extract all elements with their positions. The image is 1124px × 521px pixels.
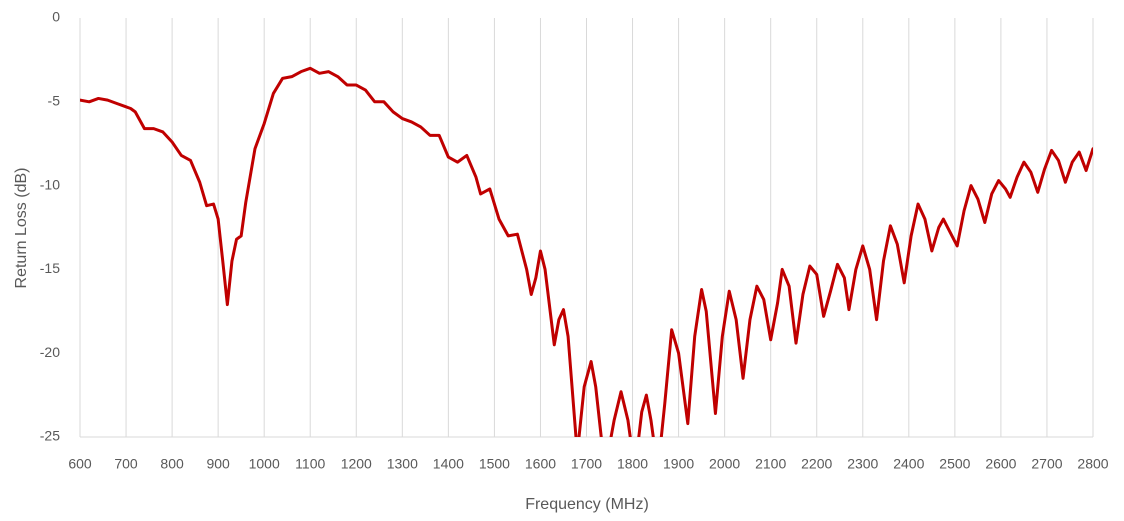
y-tick-label: -15 xyxy=(40,260,60,276)
x-tick-label: 700 xyxy=(114,456,138,472)
x-tick-label: 1000 xyxy=(249,456,280,472)
x-tick-label: 1300 xyxy=(387,456,418,472)
y-axis-title: Return Loss (dB) xyxy=(13,168,30,289)
y-tick-label: -20 xyxy=(40,344,60,360)
data-line xyxy=(80,66,1093,437)
x-tick-label: 2300 xyxy=(847,456,878,472)
x-tick-label: 2000 xyxy=(709,456,740,472)
x-tick-label: 2700 xyxy=(1031,456,1062,472)
x-tick-label: 1200 xyxy=(341,456,372,472)
x-tick-label: 1400 xyxy=(433,456,464,472)
plot-area xyxy=(80,66,1093,437)
x-tick-label: 2800 xyxy=(1077,456,1108,472)
x-axis-title: Frequency (MHz) xyxy=(525,496,649,513)
x-tick-label: 1600 xyxy=(525,456,556,472)
x-tick-label: 2100 xyxy=(755,456,786,472)
x-tick-label: 1100 xyxy=(295,456,325,472)
y-tick-label: 0 xyxy=(52,9,60,25)
x-tick-label: 1900 xyxy=(663,456,694,472)
x-tick-label: 2200 xyxy=(801,456,832,472)
x-tick-label: 1700 xyxy=(571,456,602,472)
y-tick-label: -25 xyxy=(40,428,60,444)
y-tick-label: -5 xyxy=(48,93,61,109)
x-tick-label: 800 xyxy=(160,456,184,472)
y-tick-label: -10 xyxy=(40,176,60,192)
x-tick-label: 900 xyxy=(206,456,230,472)
x-tick-label: 1800 xyxy=(617,456,648,472)
x-tick-label: 2500 xyxy=(939,456,970,472)
x-tick-label: 2600 xyxy=(985,456,1016,472)
x-tick-label: 600 xyxy=(68,456,92,472)
x-tick-label: 2400 xyxy=(893,456,924,472)
x-tick-label: 1500 xyxy=(479,456,510,472)
